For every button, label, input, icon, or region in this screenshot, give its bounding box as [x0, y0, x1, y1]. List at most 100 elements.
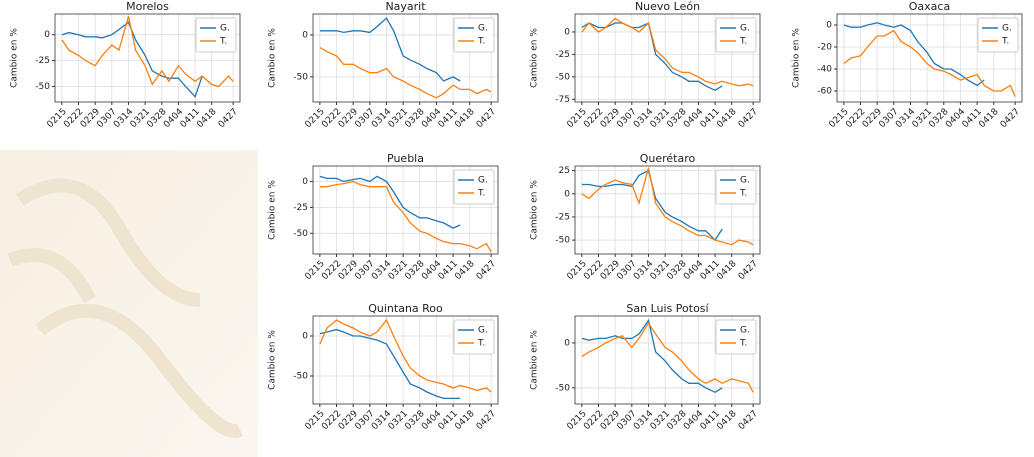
- y-axis-label: Cambio en %: [268, 330, 278, 390]
- plot-frame: [312, 315, 499, 405]
- chart-title: Quintana Roo: [368, 302, 443, 315]
- y-tick-label: -25: [293, 203, 308, 213]
- y-tick-label: 25: [559, 166, 570, 176]
- y-axis-label: Cambio en %: [530, 28, 540, 88]
- series-line: [581, 318, 723, 394]
- y-tick-label: -75: [555, 95, 570, 105]
- x-tick-label: 0427: [217, 107, 240, 130]
- chart-title: Querétaro: [640, 152, 696, 165]
- series-line: [319, 180, 492, 253]
- series-line: [319, 17, 461, 82]
- y-tick-label: -25: [555, 50, 570, 60]
- chart-title: San Luis Potosí: [626, 302, 709, 315]
- y-tick-label: -25: [35, 56, 50, 66]
- chart-title: Nayarit: [385, 0, 426, 13]
- plot-frame: [836, 13, 1023, 103]
- y-tick-label: 0: [564, 27, 570, 37]
- y-axis-label: Cambio en %: [530, 330, 540, 390]
- x-tick-label: 0418: [977, 107, 1000, 130]
- series-line: [581, 321, 754, 393]
- x-tick-label: 0427: [475, 409, 498, 432]
- y-tick-label: -50: [555, 72, 570, 82]
- legend-label: T.: [477, 37, 485, 47]
- series-line: [843, 22, 985, 87]
- series-line: [319, 175, 461, 229]
- legend-label: G.: [740, 326, 750, 336]
- legend-label: G.: [220, 24, 230, 34]
- x-tick-label: 0427: [475, 259, 498, 282]
- series-line: [319, 328, 461, 400]
- series-line: [61, 15, 234, 88]
- y-tick-label: 0: [564, 338, 570, 348]
- series-line: [319, 318, 492, 393]
- legend-label: G.: [478, 326, 488, 336]
- y-axis-label: Cambio en %: [268, 180, 278, 240]
- legend-label: G.: [478, 24, 488, 34]
- series-line: [319, 46, 492, 99]
- y-tick-label: -50: [293, 372, 308, 382]
- legend-box: [195, 17, 237, 53]
- x-tick-label: 0427: [737, 259, 760, 282]
- chart-title: Oaxaca: [909, 0, 950, 13]
- y-tick-label: 0: [302, 332, 308, 342]
- plot-frame: [574, 315, 761, 405]
- x-tick-label: 0427: [999, 107, 1022, 130]
- y-tick-label: 0: [44, 30, 50, 40]
- y-tick-label: -50: [35, 82, 50, 92]
- y-tick-label: 0: [564, 189, 570, 199]
- legend-label: G.: [478, 176, 488, 186]
- y-tick-label: -50: [293, 229, 308, 239]
- x-tick-label: 0418: [715, 259, 738, 282]
- x-tick-label: 0418: [195, 107, 218, 130]
- legend-label: T.: [1001, 37, 1009, 47]
- legend-box: [715, 17, 757, 53]
- x-tick-label: 0427: [737, 409, 760, 432]
- series-line: [581, 17, 754, 87]
- plot-frame: [312, 13, 499, 103]
- y-tick-label: 0: [826, 21, 832, 31]
- x-tick-label: 0418: [453, 259, 476, 282]
- plot-frame: [574, 13, 761, 103]
- legend-label: G.: [1002, 24, 1012, 34]
- legend-label: T.: [739, 339, 747, 349]
- background-pattern: [0, 150, 258, 457]
- series-line: [581, 167, 754, 246]
- y-tick-label: -50: [555, 383, 570, 393]
- legend-label: T.: [739, 37, 747, 47]
- y-tick-label: -25: [555, 212, 570, 222]
- legend-box: [977, 17, 1019, 53]
- chart-title: Morelos: [126, 0, 169, 13]
- y-tick-label: -50: [293, 72, 308, 82]
- y-tick-label: -20: [817, 43, 832, 53]
- legend-box: [715, 319, 757, 355]
- x-tick-label: 0427: [475, 107, 498, 130]
- legend-label: G.: [740, 176, 750, 186]
- legend-box: [715, 169, 757, 205]
- plot-frame: [54, 13, 241, 103]
- y-axis-label: Cambio en %: [530, 180, 540, 240]
- y-axis-label: Cambio en %: [268, 28, 278, 88]
- legend-label: T.: [477, 339, 485, 349]
- legend-label: T.: [477, 189, 485, 199]
- chart-title: Nuevo León: [635, 0, 700, 13]
- x-tick-label: 0418: [453, 409, 476, 432]
- x-tick-label: 0427: [737, 107, 760, 130]
- y-tick-label: -40: [817, 65, 832, 75]
- plot-frame: [312, 165, 499, 255]
- legend-label: G.: [740, 24, 750, 34]
- y-tick-label: -50: [555, 236, 570, 246]
- plot-frame: [574, 165, 761, 255]
- series-line: [843, 29, 1016, 97]
- y-axis-label: Cambio en %: [792, 28, 802, 88]
- x-tick-label: 0418: [453, 107, 476, 130]
- x-tick-label: 0418: [715, 107, 738, 130]
- y-tick-label: 0: [302, 177, 308, 187]
- legend-label: T.: [219, 37, 227, 47]
- chart-title: Puebla: [387, 152, 424, 165]
- legend-box: [453, 17, 495, 53]
- y-tick-label: 0: [302, 30, 308, 40]
- legend-box: [453, 319, 495, 355]
- y-tick-label: -60: [817, 87, 832, 97]
- y-axis-label: Cambio en %: [10, 28, 20, 88]
